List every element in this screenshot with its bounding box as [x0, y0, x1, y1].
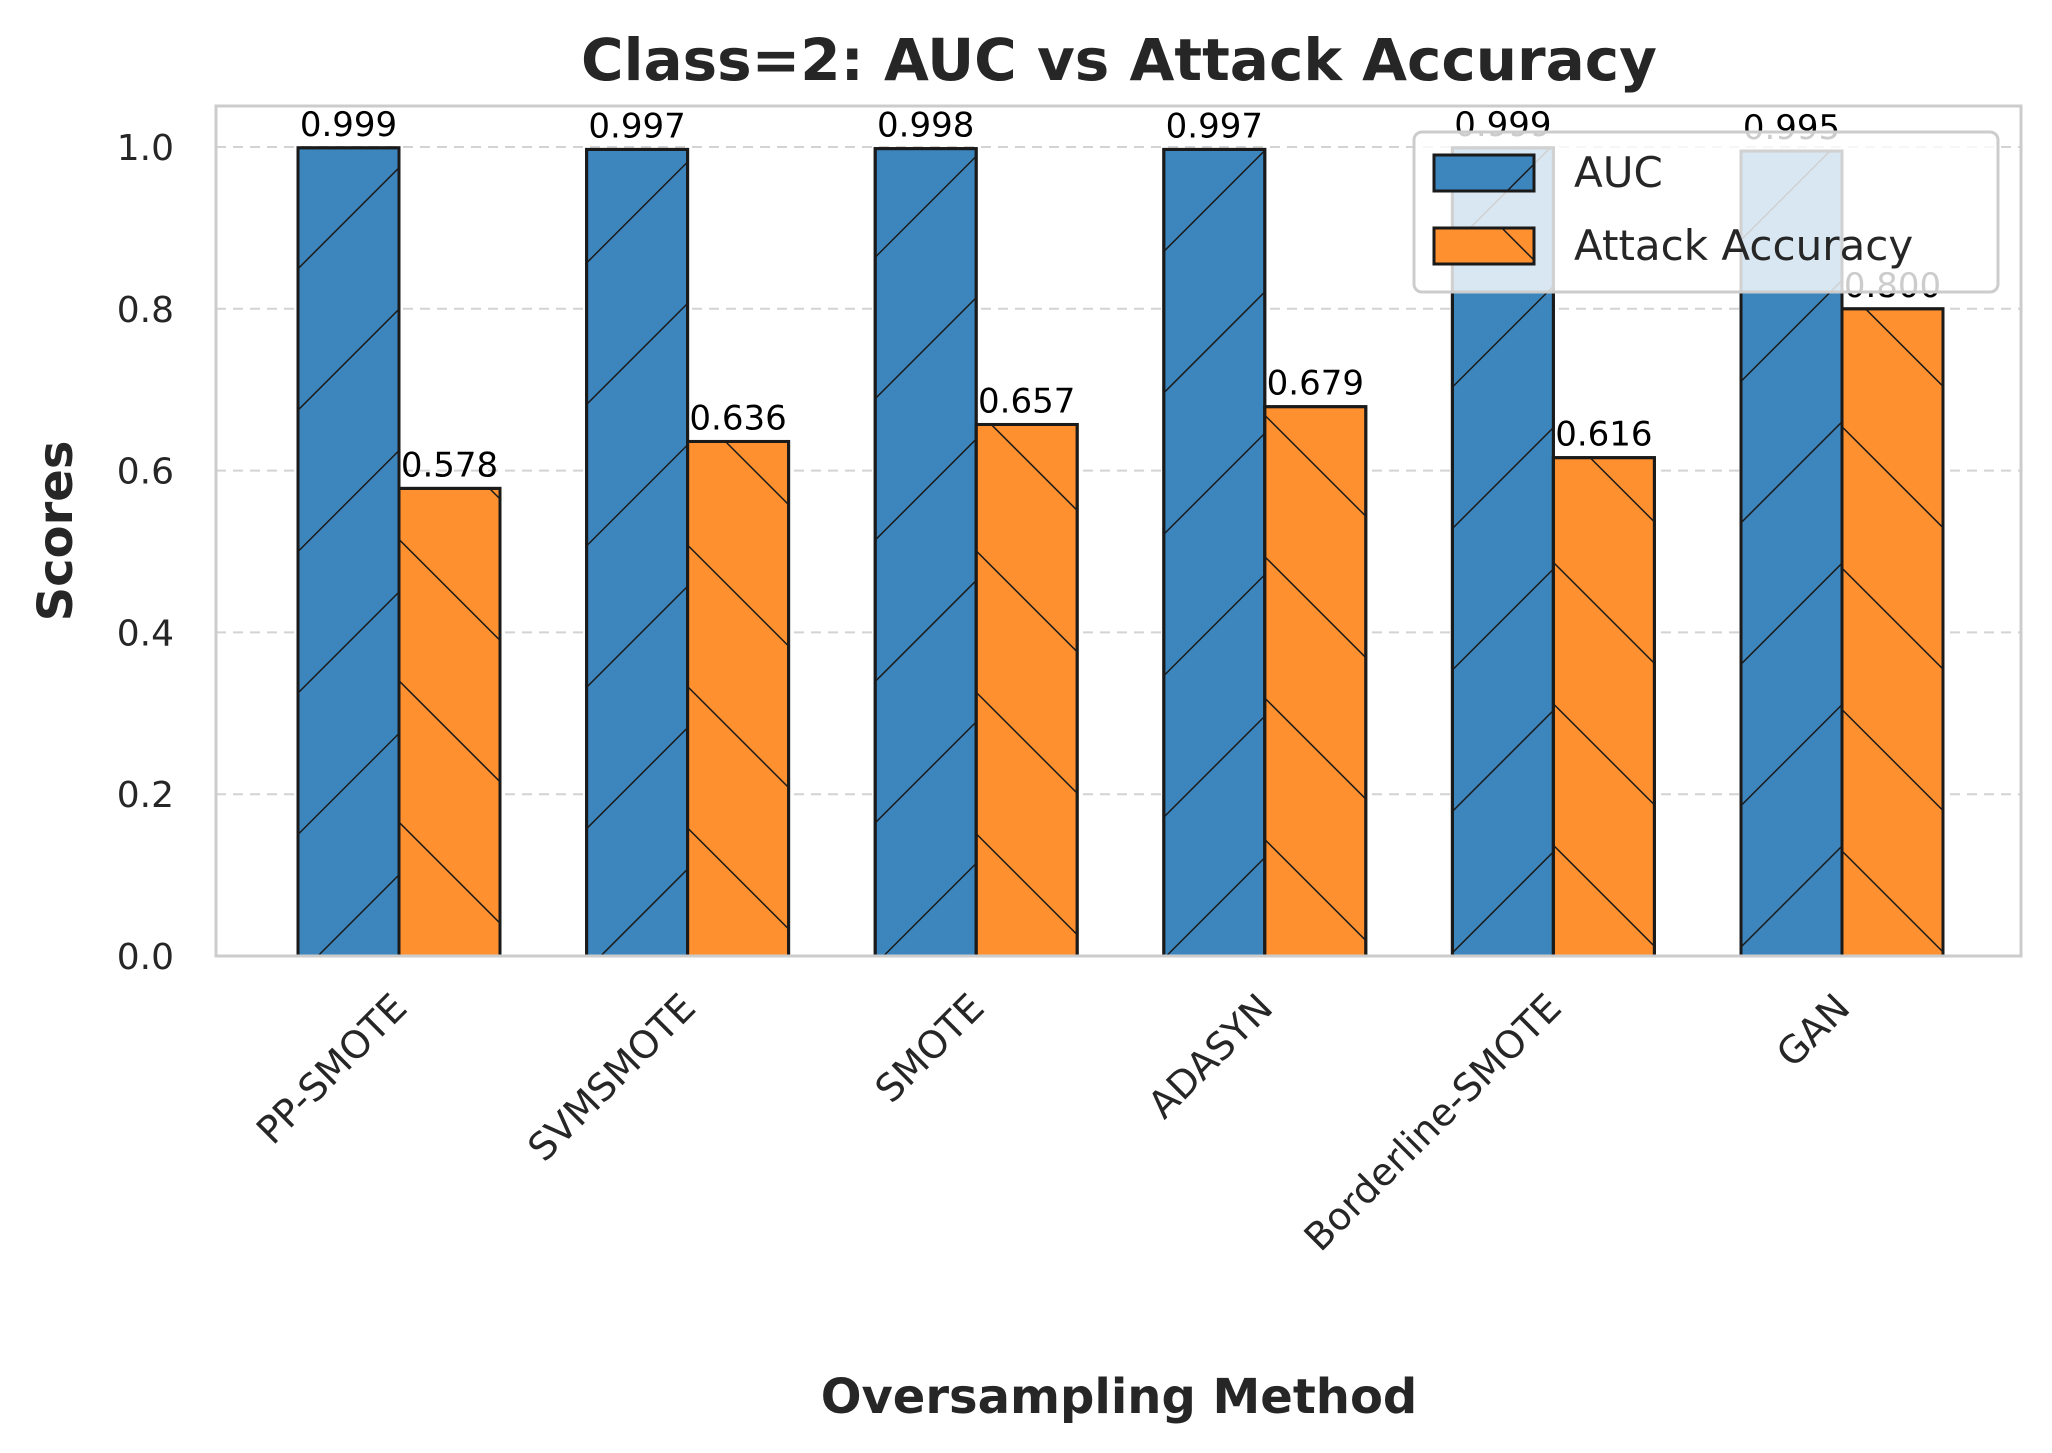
bar-hatch-attack-accuracy [974, 422, 1079, 958]
legend-box [1412, 130, 2000, 294]
bar-hatch-attack-accuracy [1840, 307, 1945, 958]
bar-hatch-attack-accuracy [686, 439, 791, 958]
value-label-attack-accuracy: 0.578 [401, 445, 498, 485]
value-label-auc: 0.997 [1166, 106, 1263, 146]
plot-frame [214, 104, 2023, 958]
x-axis-label: Oversampling Method [821, 1369, 1418, 1425]
value-label-attack-accuracy: 0.636 [689, 398, 786, 438]
legend-swatch-attack-accuracy-hatch [1432, 226, 1536, 266]
legend-swatch-auc-hatch [1432, 153, 1536, 193]
bar-hatch-attack-accuracy [1263, 405, 1368, 958]
x-tick-label: ADASYN [1139, 985, 1281, 1127]
legend-label-auc: AUC [1574, 148, 1663, 197]
bar-hatch-attack-accuracy [1551, 456, 1656, 958]
x-tick-labels: PP-SMOTE SVMSMOTE SMOTE ADASYN Borderline-SM… [248, 985, 1858, 1259]
bar-hatch-auc [1162, 147, 1267, 958]
bar-hatch-auc [296, 146, 401, 958]
y-tick-label: 0.6 [117, 452, 174, 493]
y-tick-label: 0.8 [117, 290, 174, 331]
value-label-attack-accuracy: 0.657 [978, 381, 1075, 421]
value-label-auc: 0.999 [300, 105, 397, 145]
value-label-auc: 0.998 [877, 106, 974, 146]
x-tick-label: GAN [1768, 985, 1858, 1075]
bar-hatch-attack-accuracy [397, 486, 502, 958]
legend: AUC Attack Accuracy [1412, 130, 2000, 294]
y-tick-labels: 0.0 0.2 0.4 0.6 0.8 1.0 [117, 128, 174, 978]
bars [296, 146, 1945, 958]
value-label-attack-accuracy: 0.616 [1555, 415, 1652, 455]
y-axis-label: Scores [28, 441, 84, 622]
y-tick-label: 1.0 [117, 128, 174, 169]
bar-hatch-auc [873, 147, 978, 958]
bar-hatch-auc [585, 147, 690, 958]
y-tick-label: 0.4 [117, 613, 174, 654]
chart-title: Class=2: AUC vs Attack Accuracy [581, 26, 1657, 94]
x-tick-label: Borderline-SMOTE [1296, 985, 1570, 1259]
legend-label-attack-accuracy: Attack Accuracy [1574, 221, 1913, 270]
x-tick-label: PP-SMOTE [248, 985, 415, 1152]
y-tick-label: 0.0 [117, 937, 174, 978]
x-tick-label: SMOTE [867, 985, 993, 1111]
value-label-attack-accuracy: 0.679 [1267, 364, 1364, 404]
value-label-auc: 0.997 [588, 106, 685, 146]
x-tick-label: SVMSMOTE [519, 985, 704, 1170]
y-tick-label: 0.2 [117, 775, 174, 816]
